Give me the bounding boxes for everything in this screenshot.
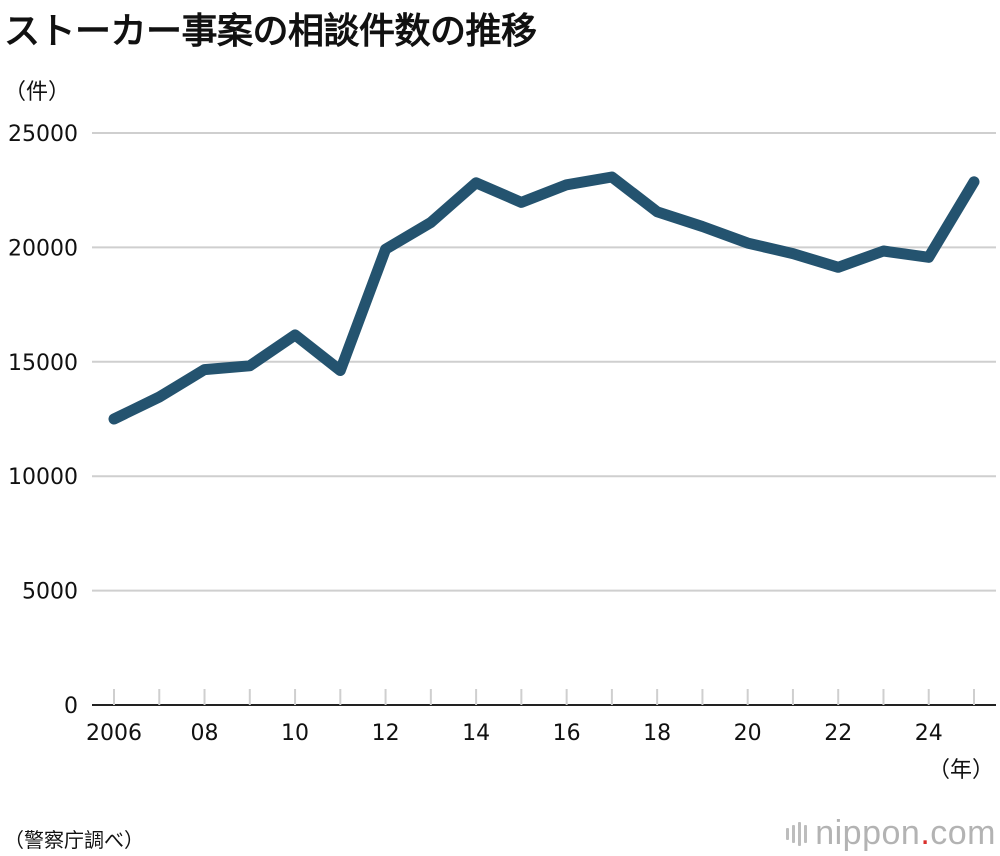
logo-bars-icon bbox=[786, 821, 808, 846]
data-point-2012 bbox=[383, 247, 388, 252]
x-tick-label-2022: 22 bbox=[824, 721, 852, 746]
series-line-0 bbox=[108, 171, 980, 425]
data-point-2008 bbox=[202, 367, 207, 372]
data-point-2006 bbox=[112, 416, 116, 421]
grid-lines bbox=[92, 132, 996, 592]
y-tick-label-15000: 15000 bbox=[8, 351, 78, 376]
y-tick-labels: 0 5000 10000 15000 20000 25000 bbox=[8, 122, 78, 719]
chart-title: ストーカー事案の相談件数の推移 bbox=[4, 11, 537, 52]
source-note: （警察庁調べ） bbox=[4, 828, 144, 852]
data-point-2018 bbox=[655, 209, 660, 214]
series-layer bbox=[108, 171, 980, 425]
x-tick-label-2010: 10 bbox=[281, 721, 309, 746]
data-point-2021 bbox=[790, 251, 795, 256]
nippon-logo: nippon.com bbox=[786, 814, 996, 853]
data-point-2009 bbox=[247, 363, 252, 368]
x-tick-label-2014: 14 bbox=[462, 721, 490, 746]
y-tick-label-20000: 20000 bbox=[8, 236, 78, 261]
y-tick-label-0: 0 bbox=[64, 694, 78, 719]
y-axis-unit: （件） bbox=[4, 80, 71, 105]
x-tick-label-2006: 2006 bbox=[86, 721, 142, 746]
data-point-2016 bbox=[564, 182, 569, 187]
x-tick-label-2018: 18 bbox=[643, 721, 671, 746]
data-point-2022 bbox=[836, 265, 841, 270]
data-point-2025 bbox=[972, 179, 976, 184]
data-point-2013 bbox=[428, 220, 433, 225]
x-tick-label-2012: 12 bbox=[372, 721, 400, 746]
y-tick-label-25000: 25000 bbox=[8, 122, 78, 147]
x-axis bbox=[92, 689, 996, 706]
x-tick-label-2024: 24 bbox=[915, 721, 943, 746]
data-point-2011 bbox=[338, 368, 343, 373]
data-point-2023 bbox=[881, 248, 886, 253]
data-point-2024 bbox=[926, 255, 931, 260]
x-tick-label-2020: 20 bbox=[734, 721, 762, 746]
y-tick-label-5000: 5000 bbox=[22, 580, 78, 605]
x-tick-label-2016: 16 bbox=[553, 721, 581, 746]
data-point-2010 bbox=[293, 332, 298, 337]
data-point-2020 bbox=[745, 241, 750, 246]
data-point-2017 bbox=[609, 174, 614, 179]
logo-text: nippon.com bbox=[815, 814, 996, 852]
x-tick-labels: 2006 08 10 12 14 16 18 20 22 24 bbox=[86, 721, 943, 746]
data-point-2019 bbox=[700, 224, 705, 229]
y-tick-label-10000: 10000 bbox=[8, 465, 78, 490]
x-axis-unit: （年） bbox=[927, 758, 994, 783]
x-tick-label-2008: 08 bbox=[191, 721, 219, 746]
data-point-2014 bbox=[474, 180, 479, 185]
data-point-2007 bbox=[157, 394, 162, 399]
data-point-2015 bbox=[519, 200, 524, 205]
